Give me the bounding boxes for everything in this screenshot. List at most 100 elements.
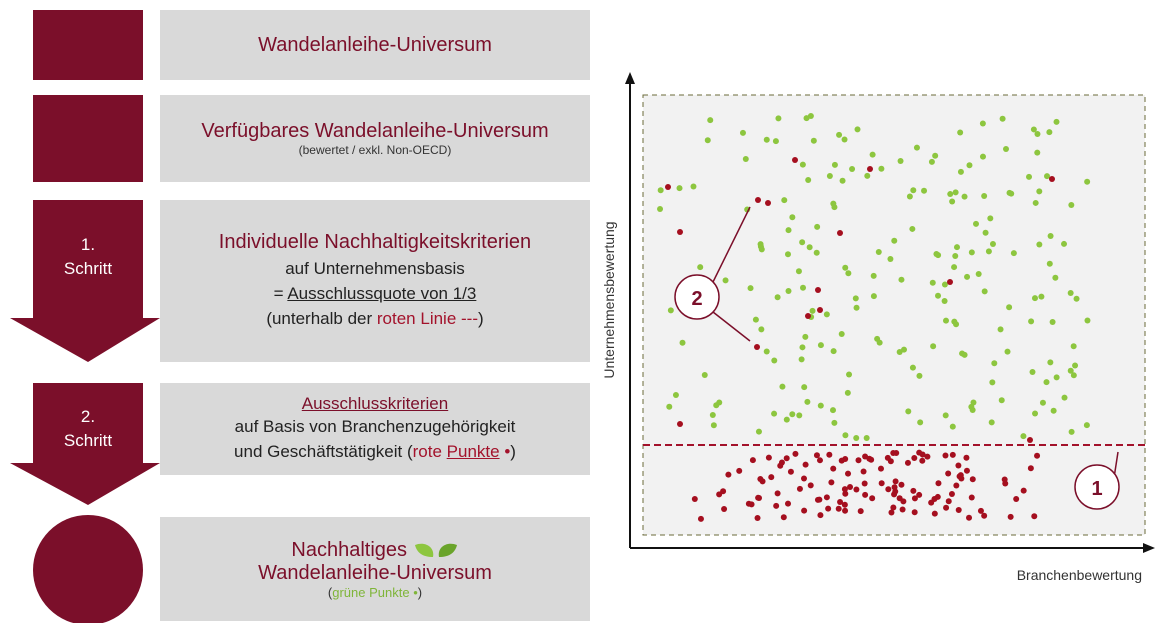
dot [823,311,830,318]
dot [785,500,792,507]
arrow [10,200,160,362]
dot [863,434,870,441]
dot [667,307,674,314]
dot [825,505,832,512]
arrow [10,383,160,505]
dot [997,326,1004,333]
dot [845,470,852,477]
arrowhead [625,72,635,84]
dot [842,507,849,514]
dot [919,457,926,464]
text: ) [510,442,516,461]
dot [888,509,895,516]
dot [1010,250,1017,257]
dot [885,486,892,493]
line: = Ausschlussquote von 1/3 [274,281,477,306]
dot [804,398,811,405]
dot [830,348,837,355]
box: Individuelle Nachhaltigkeitskriterien au… [160,200,590,362]
dot [774,490,781,497]
dot [917,419,924,426]
dot [842,490,849,497]
dot [941,297,948,304]
dot [679,339,686,346]
dot [842,456,849,463]
dot [1032,199,1039,206]
line: und Geschäftstätigkeit (rote Punkte •) [234,439,516,464]
dot [815,287,821,293]
dot [891,237,898,244]
dot [1046,260,1053,267]
dot [1084,317,1091,324]
callout [674,274,720,320]
box-title: Ausschlusskriterien [301,394,449,413]
dot [1068,428,1075,435]
dot [897,158,904,165]
text: Punkte [446,442,500,461]
dot [807,482,814,489]
dot [875,248,882,255]
callout [1074,464,1120,510]
dot [853,435,860,442]
dot [806,244,813,251]
box-title: Nachhaltiges [291,538,408,561]
dot [697,264,704,271]
dot [931,510,938,517]
dot [1073,295,1080,302]
dot [817,512,824,519]
dot [765,454,772,461]
dot [899,506,906,513]
dot [1047,359,1054,366]
dot [657,187,664,194]
dot [1013,496,1020,503]
dot [781,197,788,204]
dot [1072,362,1079,369]
dot [891,484,898,491]
dot [666,403,673,410]
dot [916,449,923,456]
dot [839,177,846,184]
dot [955,506,962,513]
x-axis-label: Branchenbewertung [1017,567,1142,583]
line: (unterhalb der roten Linie ---) [266,306,483,331]
dot [878,480,885,487]
dot [979,120,986,127]
dot [785,288,792,295]
dot [877,465,884,472]
dot [1031,295,1038,302]
dot [973,220,980,227]
dot [1039,399,1046,406]
callout-label: 2 [691,288,702,310]
text: auf Unternehmensbasis [285,259,465,278]
dot [1067,290,1074,297]
dot [830,407,837,414]
dot [896,495,903,502]
dot [831,161,838,168]
dot [677,421,683,427]
dot [828,479,835,486]
dot [775,115,782,122]
dot [1061,240,1068,247]
dot [947,191,954,198]
dot [798,356,805,363]
dot [736,467,743,474]
dot [957,168,964,175]
dot [814,223,821,230]
step-number: 2. [80,407,96,426]
dot [867,166,873,172]
dot [710,422,717,429]
dot [1053,118,1060,125]
dot [757,475,764,482]
dot [748,501,755,508]
dot [749,457,756,464]
text: auf Basis von Branchenzugehörigkeit [234,417,516,436]
dot [755,428,762,435]
dot [874,335,881,342]
dot [816,457,823,464]
dot [817,307,823,313]
dot [844,389,851,396]
box: Ausschlusskriterien auf Basis von Branch… [160,383,590,475]
dot [890,449,897,456]
dot [868,456,875,463]
dot [837,498,844,505]
